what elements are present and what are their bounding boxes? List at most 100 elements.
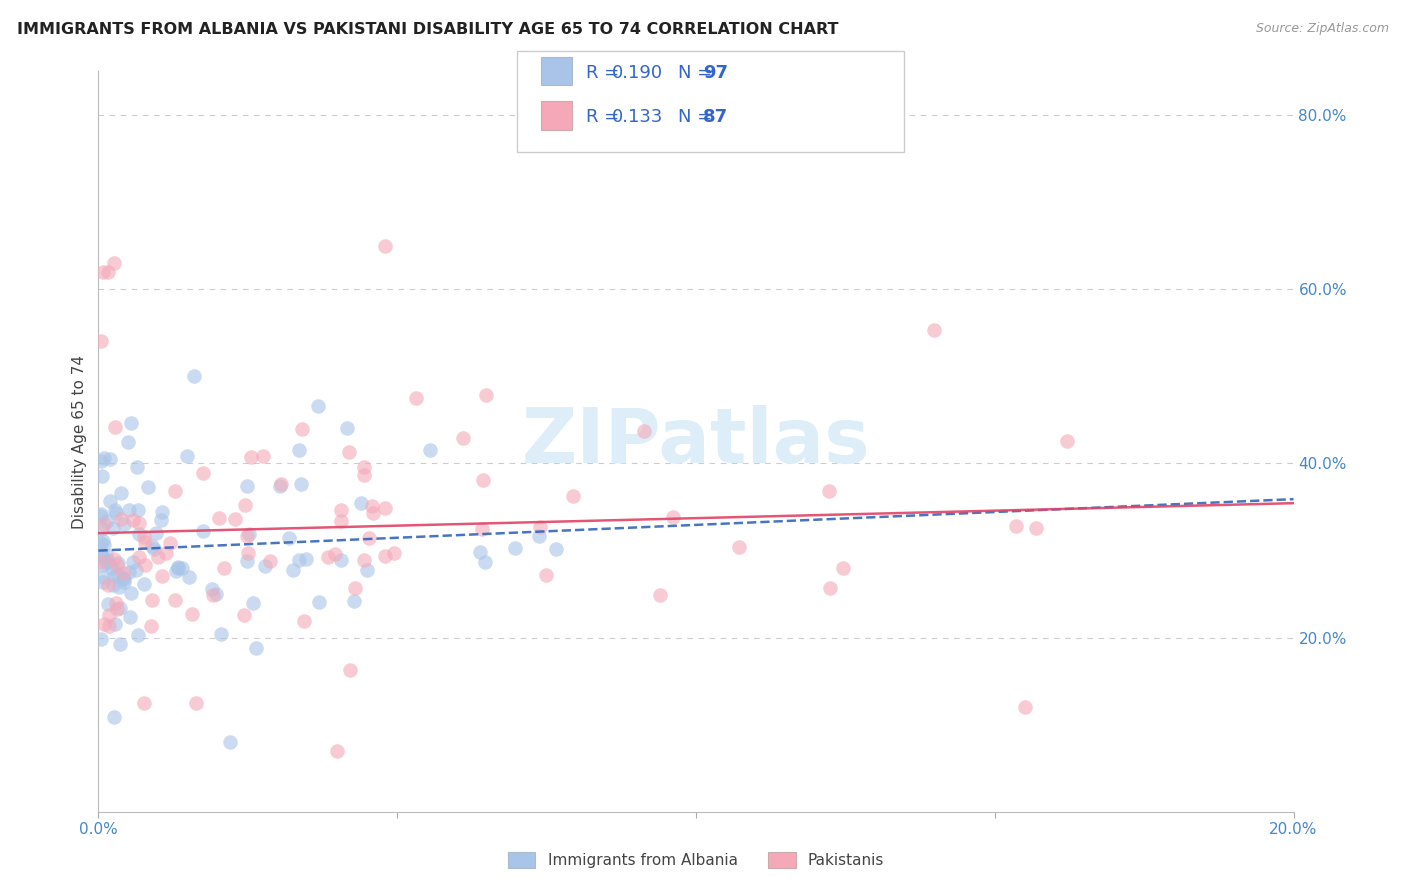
Point [107, 557, 129, 571]
Point [831, 561, 853, 575]
Point [127, 628, 149, 642]
Point [254, 558, 277, 573]
Point [291, 422, 314, 436]
Point [242, 596, 264, 610]
Point [105, 596, 128, 610]
Point [108, 601, 131, 615]
Point [105, 601, 128, 615]
Point [112, 574, 135, 589]
Point [150, 505, 173, 519]
Point [353, 460, 375, 475]
Point [176, 450, 198, 464]
Point [288, 552, 311, 566]
Point [104, 503, 127, 517]
Point [167, 561, 190, 575]
Point [98, 494, 121, 508]
Point [117, 435, 139, 450]
Point [382, 545, 405, 559]
Point [356, 563, 378, 577]
Point [259, 554, 281, 568]
Point [661, 510, 683, 524]
Point [245, 641, 267, 656]
Point [128, 516, 150, 530]
Point [201, 582, 224, 596]
Point [91, 534, 114, 549]
Point [122, 513, 145, 527]
Point [212, 561, 235, 575]
Point [103, 578, 125, 592]
Point [150, 569, 173, 583]
Point [155, 545, 177, 559]
Point [353, 467, 375, 482]
Point [202, 588, 225, 602]
Point [91, 569, 114, 583]
Point [359, 531, 381, 545]
Point [110, 486, 132, 500]
Point [329, 553, 352, 567]
Point [183, 369, 205, 384]
Point [105, 567, 128, 582]
Text: 0.190: 0.190 [612, 63, 662, 81]
Point [101, 521, 124, 535]
Point [336, 420, 359, 434]
Point [544, 542, 567, 557]
Point [287, 443, 309, 458]
Point [818, 483, 841, 498]
Point [292, 615, 315, 629]
Point [98, 607, 121, 622]
Point [350, 496, 373, 510]
Text: R =: R = [586, 108, 626, 126]
Point [103, 256, 125, 270]
Point [122, 555, 145, 569]
Point [150, 513, 173, 527]
Text: N =: N = [678, 108, 717, 126]
Point [316, 549, 339, 564]
Point [252, 449, 274, 463]
Point [238, 546, 260, 560]
Legend: Immigrants from Albania, Pakistanis: Immigrants from Albania, Pakistanis [502, 847, 890, 874]
Point [148, 550, 170, 565]
Point [108, 637, 131, 651]
Point [104, 617, 127, 632]
Point [139, 618, 162, 632]
Point [105, 506, 128, 520]
Point [562, 489, 585, 503]
Point [180, 607, 202, 621]
Point [648, 589, 671, 603]
Point [818, 582, 841, 596]
Point [474, 387, 496, 401]
Point [374, 500, 396, 515]
Text: N =: N = [678, 63, 717, 81]
Point [337, 444, 360, 458]
Point [361, 499, 384, 513]
Point [235, 479, 257, 493]
Point [90, 632, 112, 646]
Point [103, 710, 125, 724]
Y-axis label: Disability Age 65 to 74: Disability Age 65 to 74 [72, 354, 87, 529]
Point [145, 526, 167, 541]
Point [125, 563, 148, 577]
Point [474, 555, 496, 569]
Text: IMMIGRANTS FROM ALBANIA VS PAKISTANI DISABILITY AGE 65 TO 74 CORRELATION CHART: IMMIGRANTS FROM ALBANIA VS PAKISTANI DIS… [17, 22, 838, 37]
Point [90, 555, 112, 569]
Point [97, 554, 120, 568]
Point [527, 529, 550, 543]
Point [339, 663, 361, 677]
Point [134, 558, 156, 573]
Point [97, 578, 120, 592]
Point [191, 467, 214, 481]
Point [165, 592, 187, 607]
Point [278, 531, 301, 545]
Point [105, 558, 128, 573]
Text: 97: 97 [703, 63, 728, 81]
Point [471, 522, 494, 536]
Point [536, 567, 558, 582]
Point [120, 586, 142, 600]
Point [329, 502, 352, 516]
Point [132, 576, 155, 591]
Point [177, 570, 200, 584]
Point [361, 506, 384, 520]
Point [91, 523, 114, 537]
Point [103, 568, 125, 582]
Point [270, 477, 292, 491]
